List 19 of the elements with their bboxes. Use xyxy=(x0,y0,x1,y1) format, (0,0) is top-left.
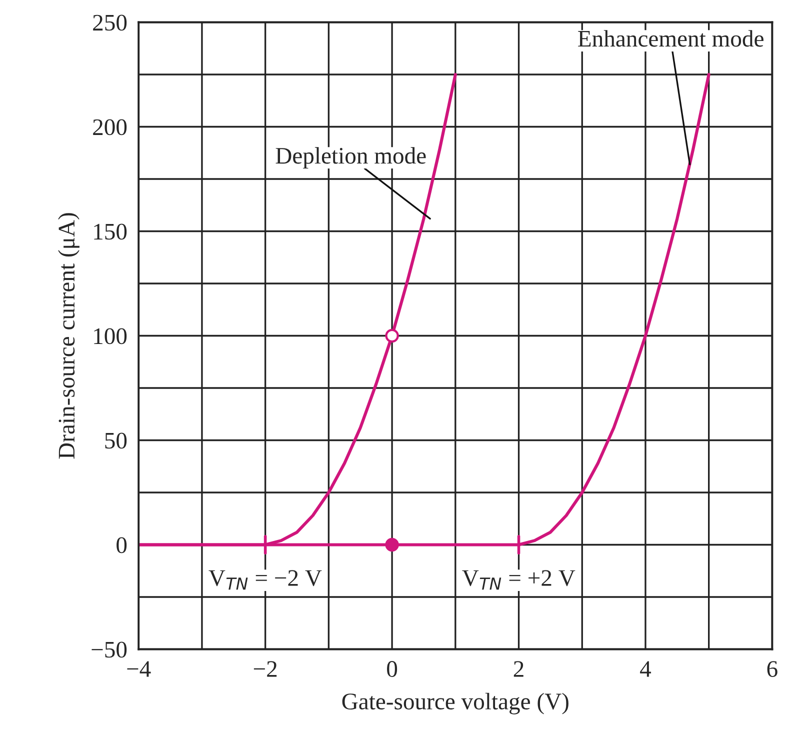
y-tick-label: 0 xyxy=(116,537,127,554)
y-tick-label: 100 xyxy=(94,328,127,344)
x-tick-label: 0 xyxy=(387,661,398,677)
x-tick-label: 2 xyxy=(514,661,524,677)
x-tick-label: −2 xyxy=(254,661,277,677)
y-tick-label: 50 xyxy=(105,432,127,449)
y-tick-label: −50 xyxy=(92,642,127,658)
x-tick-label: 4 xyxy=(640,661,652,677)
annotation: Depletion mode xyxy=(276,147,426,169)
annotation: V$_{TN}$ = +2 V xyxy=(462,570,576,590)
y-tick-label: 250 xyxy=(93,14,127,31)
y-axis-title: Drain-source current (μA) xyxy=(58,213,80,459)
annotation: V$_{TN}$ = −2 V xyxy=(208,570,322,590)
x-tick-label: −4 xyxy=(127,661,151,677)
y-tick-label: 150 xyxy=(94,224,127,240)
y-tick-label: 200 xyxy=(93,119,127,136)
x-axis-title: Gate-source voltage (V) xyxy=(342,692,568,714)
x-tick-label: 6 xyxy=(767,661,778,677)
annotation: Enhancement mode xyxy=(578,30,764,47)
